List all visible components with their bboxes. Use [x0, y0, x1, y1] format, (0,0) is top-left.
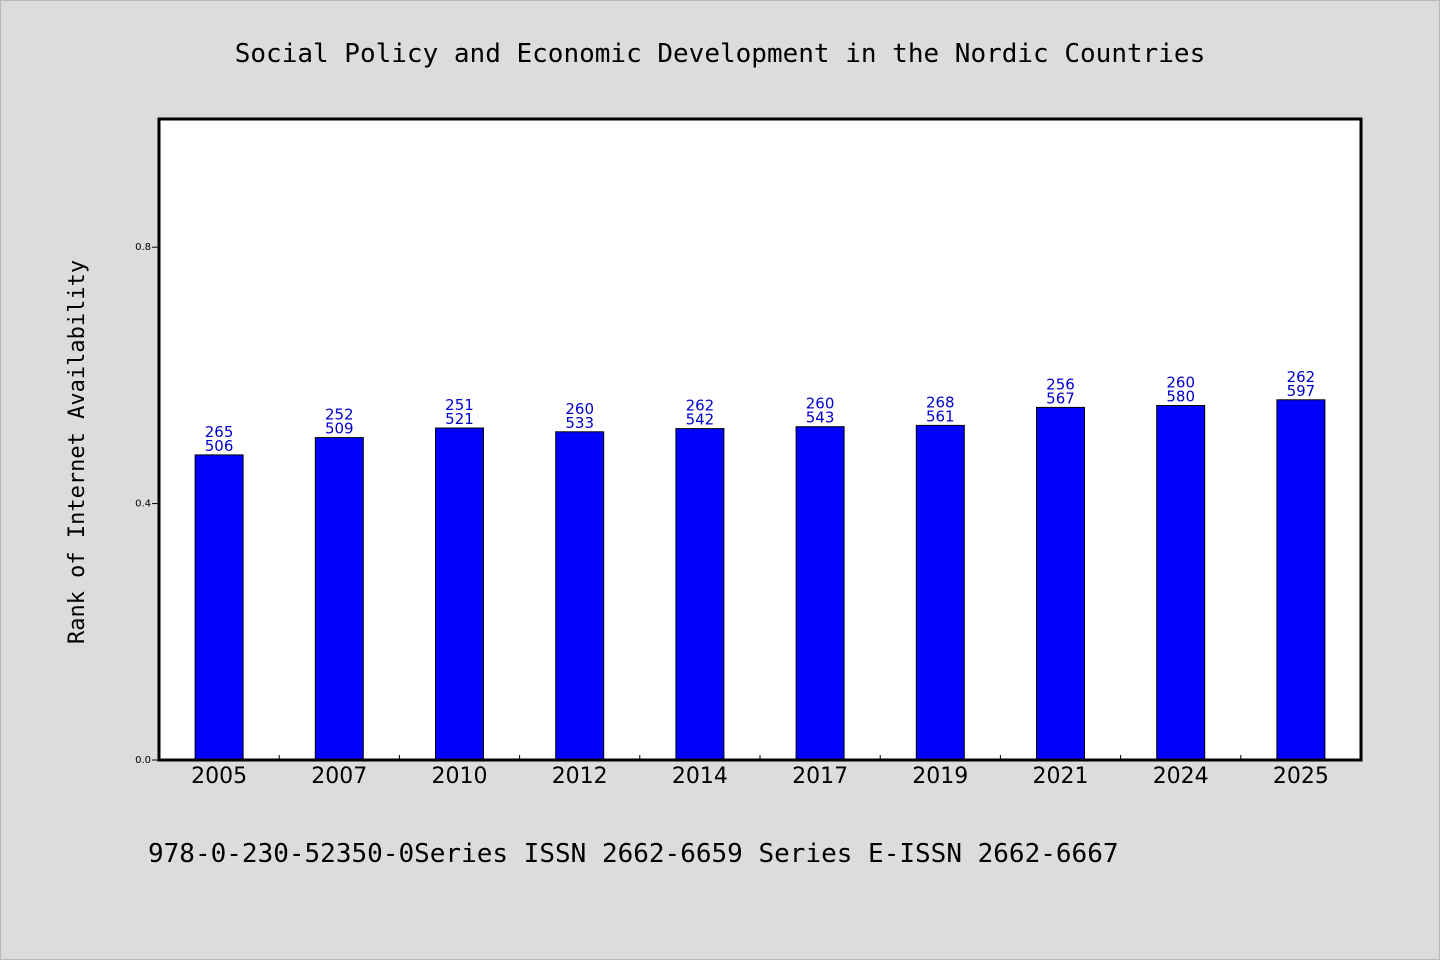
bar-2010 — [435, 427, 484, 761]
bar-label-bottom-2005: 506 — [205, 437, 234, 455]
y-tick-label: 0.8 — [135, 242, 151, 253]
bar-label-top-2025: 262 — [1287, 368, 1316, 386]
bar-2012 — [555, 431, 605, 761]
bar-label-top-2021: 256 — [1046, 375, 1075, 393]
bar-2007 — [314, 437, 364, 761]
chart-title: Social Policy and Economic Development i… — [235, 39, 1206, 69]
bar-label-bottom-2010: 521 — [445, 410, 474, 428]
bar-2019 — [915, 424, 965, 761]
bar-label-bottom-2014: 542 — [686, 411, 715, 429]
x-tick-label-2025: 2025 — [1273, 764, 1329, 789]
x-tick-label-2012: 2012 — [552, 764, 608, 789]
bar-2021 — [1036, 406, 1085, 761]
bar-label-bottom-2019: 561 — [926, 407, 955, 425]
y-tick-label: 0.0 — [135, 755, 151, 766]
bar-label-top-2005: 265 — [205, 423, 234, 441]
bar-2014 — [675, 428, 725, 761]
bar-2024 — [1156, 405, 1206, 761]
x-tick-label-2019: 2019 — [912, 764, 968, 789]
footer-isbn-text: 978-0-230-52350-0Series ISSN 2662-6659 S… — [148, 839, 1119, 869]
x-tick-label-2021: 2021 — [1033, 764, 1089, 789]
x-axis: 2005 2007 2010 2012 2014 2017 2019 2021 2024 2025 — [191, 755, 1329, 789]
bar-label-bottom-2012: 533 — [565, 414, 594, 432]
x-tick-label-2005: 2005 — [191, 764, 247, 789]
bar-label-top-2010: 251 — [445, 396, 474, 414]
bar-label-bottom-2021: 567 — [1046, 389, 1075, 407]
bar-label-bottom-2017: 543 — [806, 409, 835, 427]
bar-label-bottom-2024: 580 — [1166, 388, 1195, 406]
bar-label-bottom-2025: 597 — [1287, 382, 1316, 400]
bar-label-bottom-2007: 509 — [325, 420, 354, 438]
y-axis-label: Rank of Internet Availability — [65, 260, 90, 644]
plot-border — [157, 117, 1363, 762]
x-tick-label-2017: 2017 — [792, 764, 848, 789]
bars-layer: 2655062525092515212605332625422605432685… — [194, 368, 1326, 761]
y-tick-label: 0.4 — [135, 499, 151, 510]
bar-label-top-2012: 260 — [565, 400, 594, 418]
bar-label-top-2007: 252 — [325, 406, 354, 424]
bar-label-top-2019: 268 — [926, 393, 955, 411]
bar-2017 — [795, 426, 845, 761]
x-tick-label-2007: 2007 — [311, 764, 367, 789]
y-axis: 0.0 0.4 0.8 — [135, 242, 159, 766]
bar-label-top-2017: 260 — [806, 395, 835, 413]
x-tick-label-2014: 2014 — [672, 764, 728, 789]
bar-2025 — [1276, 399, 1326, 761]
bar-2005 — [194, 454, 244, 761]
x-tick-label-2024: 2024 — [1153, 764, 1209, 789]
bar-label-top-2024: 260 — [1166, 374, 1195, 392]
bar-label-top-2014: 262 — [686, 397, 715, 415]
x-tick-label-2010: 2010 — [432, 764, 488, 789]
